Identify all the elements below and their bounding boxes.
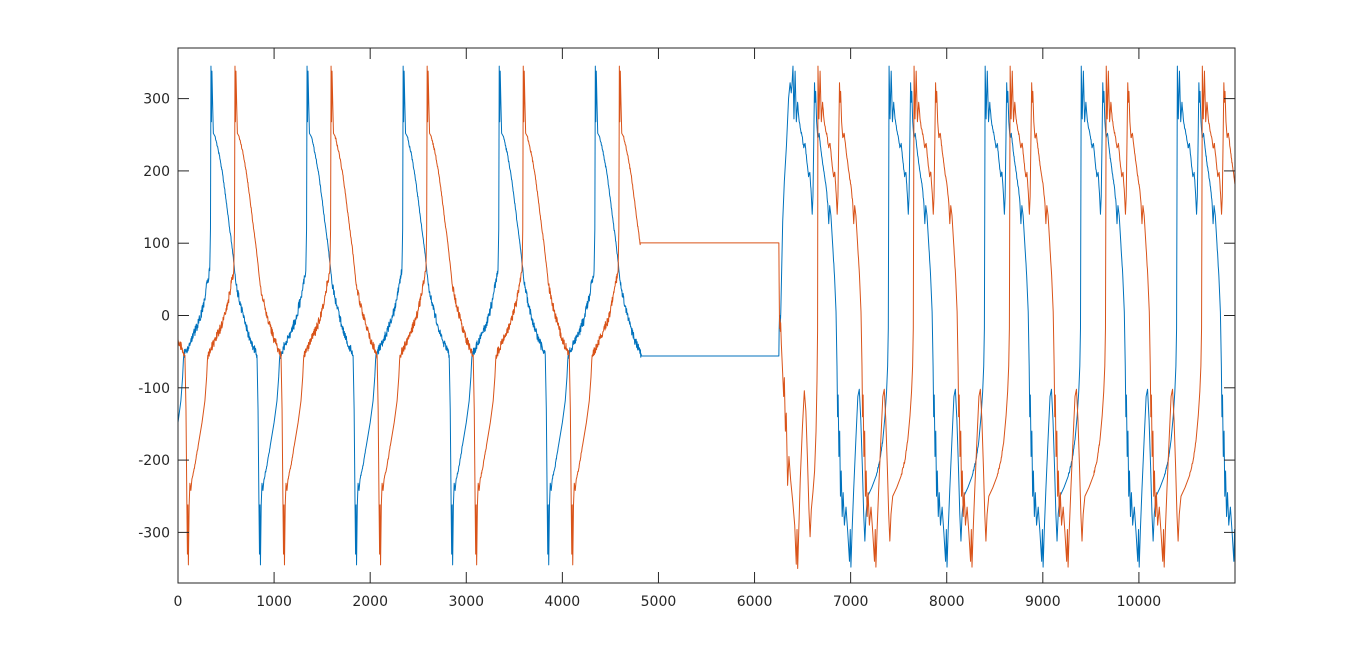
y-tick-label: -100 bbox=[138, 381, 170, 397]
x-tick-label: 8000 bbox=[929, 594, 965, 610]
y-tick-label: 0 bbox=[161, 309, 170, 325]
x-tick-label: 4000 bbox=[545, 594, 581, 610]
series-line-blue bbox=[178, 65, 1235, 568]
series-line-orange bbox=[178, 65, 1235, 570]
y-tick-label: -200 bbox=[138, 453, 170, 469]
x-tick-label: 5000 bbox=[641, 594, 677, 610]
x-tick-label: 7000 bbox=[833, 594, 869, 610]
y-tick-label: 300 bbox=[143, 92, 170, 108]
y-tick-label: 100 bbox=[143, 236, 170, 252]
x-tick-label: 10000 bbox=[1117, 594, 1162, 610]
x-tick-label: 3000 bbox=[448, 594, 484, 610]
x-tick-label: 1000 bbox=[256, 594, 292, 610]
x-tick-label: 9000 bbox=[1025, 594, 1061, 610]
y-tick-label: -300 bbox=[138, 525, 170, 541]
x-tick-label: 0 bbox=[174, 594, 183, 610]
x-tick-label: 6000 bbox=[737, 594, 773, 610]
y-tick-label: 200 bbox=[143, 164, 170, 180]
axes-box bbox=[177, 47, 1236, 584]
x-tick-label: 2000 bbox=[352, 594, 388, 610]
